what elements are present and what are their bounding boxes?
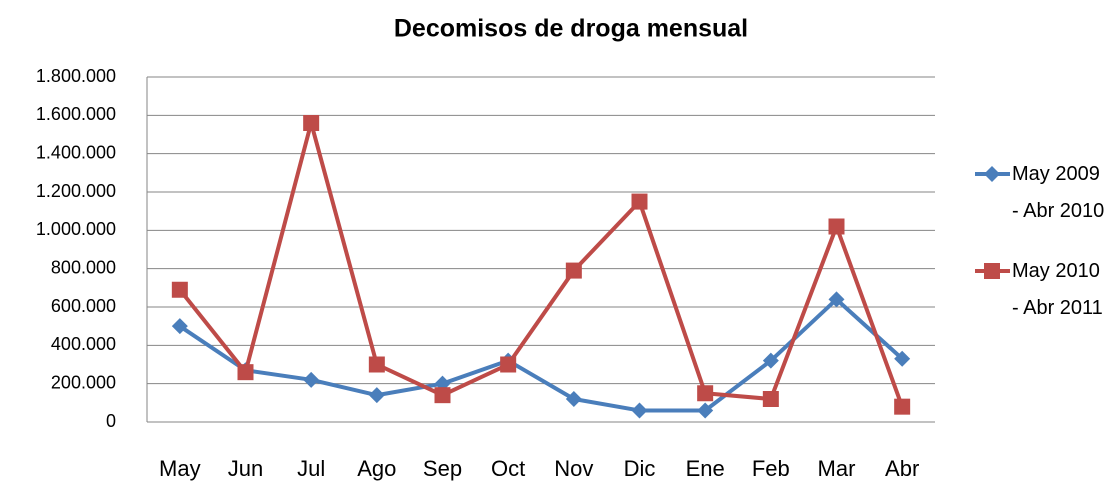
series-line [178,297,904,413]
y-tick-label: 200.000 [51,372,116,392]
x-tick-label: Jul [297,456,325,481]
y-tick-label: 1.200.000 [36,181,116,201]
x-tick-label: Dic [624,456,656,481]
x-tick-label: Jun [228,456,263,481]
point [303,371,320,388]
chart-title: Decomisos de droga mensual [394,15,748,43]
point [631,402,648,419]
point [631,193,648,210]
y-tick-label: 600.000 [51,296,116,316]
point [828,218,845,235]
point [828,291,845,308]
point [565,262,582,279]
legend-label: May 2010 - Abr 2011 [1012,260,1103,319]
x-tick-label: May [159,456,201,481]
point [500,356,517,373]
y-tick-label: 0 [106,411,116,431]
x-tick-label: Feb [752,456,790,481]
point [237,364,254,381]
x-tick-label: Nov [554,456,593,481]
y-tick-label: 1.000.000 [36,219,116,239]
point [171,281,188,298]
point [894,350,911,367]
x-tick-label: Oct [491,456,525,481]
point [762,391,779,407]
point [894,398,911,415]
x-tick-label: Ago [357,456,396,481]
y-tick-label: 1.800.000 [36,66,116,86]
point [697,402,714,419]
x-tick-label: Abr [885,456,919,481]
point [368,387,385,404]
legend-marker [984,263,1000,279]
y-tick-label: 1.600.000 [36,104,116,124]
legend-label: May 2009 - Abr 2010 [1012,163,1105,222]
y-tick-label: 1.400.000 [36,142,116,162]
point [303,115,320,131]
point [368,356,385,373]
x-tick-label: Mar [818,456,856,481]
legend-marker [984,166,1000,182]
point [565,391,582,407]
point [762,352,779,369]
y-tick-label: 800.000 [51,257,116,277]
point [171,318,188,335]
point [434,387,451,404]
x-tick-label: Sep [423,456,462,481]
series-line [178,121,905,408]
x-tick-label: Ene [686,456,725,481]
y-tick-label: 400.000 [51,334,116,354]
point [697,385,714,402]
